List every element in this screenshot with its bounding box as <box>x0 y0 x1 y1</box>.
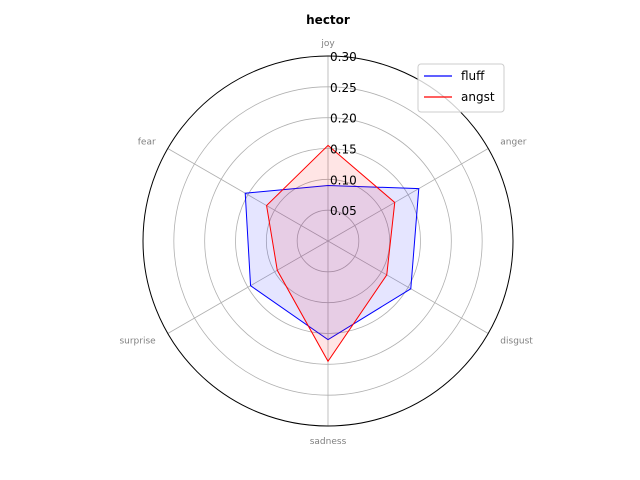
series-line-angst <box>266 144 396 363</box>
series-layer <box>244 144 420 363</box>
category-label-joy: joy <box>320 39 335 49</box>
outer-frame <box>142 55 514 427</box>
category-label-disgust: disgust <box>500 337 533 347</box>
radial-tick-label: 0.15 <box>330 143 357 157</box>
radial-tick-label: 0.30 <box>330 50 357 64</box>
radial-tick-label: 0.10 <box>330 173 357 187</box>
grid-circle <box>296 209 360 273</box>
radial-tick-label: 0.05 <box>330 204 357 218</box>
category-label-fear: fear <box>138 138 156 148</box>
category-label-anger: anger <box>500 138 526 148</box>
grid-circle <box>173 86 483 396</box>
category-label-surprise: surprise <box>119 337 156 347</box>
grid-circle <box>235 148 421 334</box>
series-line-fluff <box>244 184 420 341</box>
labels: joy anger disgust sadness surprise fear 0.05 0.… <box>119 39 533 447</box>
legend-label-fluff: fluff <box>461 69 485 83</box>
radial-tick-label: 0.20 <box>330 112 357 126</box>
series-fill-fluff <box>245 185 419 340</box>
chart-title: hector <box>306 13 350 27</box>
legend: fluff angst <box>417 63 505 113</box>
radial-tick-label: 0.25 <box>330 81 357 95</box>
series-fill-angst <box>266 145 395 362</box>
legend-label-angst: angst <box>461 90 495 104</box>
grid <box>142 55 514 427</box>
grid-circle <box>204 117 452 365</box>
grid-circle <box>265 178 391 304</box>
category-label-sadness: sadness <box>310 437 347 447</box>
